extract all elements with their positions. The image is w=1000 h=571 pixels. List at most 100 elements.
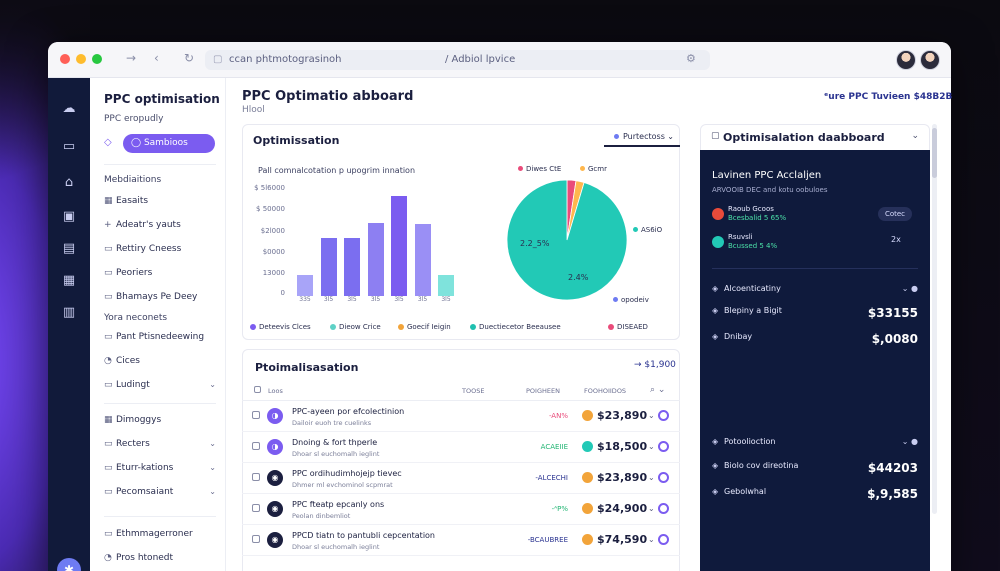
nav-active-item[interactable]: ◯ Sambioos (123, 134, 215, 153)
nav-item-icon: ▭ (104, 463, 113, 473)
account-action-button[interactable]: Cotec (878, 207, 912, 221)
briefcase-icon[interactable]: ▣ (62, 209, 76, 224)
settings-icon[interactable]: ✱ (57, 558, 81, 571)
nav-item-label: Rettiry Cneess (116, 244, 182, 254)
summary-value: $33155 (867, 306, 918, 320)
x-tick-label: 3l5 (394, 296, 404, 303)
nav-item[interactable]: ▭ Pant Ptisnedeewing (104, 332, 216, 342)
legend-item[interactable]: Deteevis Clces (250, 323, 311, 331)
table-row[interactable]: ◑ Dnoing & fort thperle Dhoar sl euchomalh… (242, 432, 680, 463)
chevron-down-icon[interactable]: ⌄ (648, 411, 655, 420)
summary-label: Gebolwhal (724, 487, 767, 496)
nav-item[interactable]: ▦ Dimoggys (104, 415, 216, 425)
table-row[interactable]: ◉ PPC ordihudimhojejp tievec Dhmer ml evch… (242, 463, 680, 494)
grid-icon[interactable]: ▤ (62, 241, 76, 256)
summary-label: Blepiny a Bigit (724, 306, 782, 315)
nav-item[interactable]: ▭ Bhamays Pe Deey (104, 292, 216, 302)
forward-icon[interactable]: → (126, 51, 137, 65)
nav-item[interactable]: ▭ Peoriers (104, 268, 216, 278)
nav-item-label: Adeatr's yauts (116, 220, 181, 230)
legend-label: Deteevis Clces (259, 323, 311, 331)
row-name: PPC-ayeen por efcolectinion (292, 407, 405, 416)
nav-item[interactable]: + Adeatr's yauts (104, 220, 216, 230)
nav-item[interactable]: ▭ Recters ⌄ (104, 439, 216, 449)
pie-slice-label-text: AS6iO (641, 226, 663, 234)
nav-item[interactable]: ▭ Ludingt ⌄ (104, 380, 216, 390)
row-status: -ᴬP% (551, 505, 568, 513)
summary-icon: ◈ (712, 332, 719, 341)
row-checkbox[interactable] (252, 411, 260, 419)
calendar-icon[interactable]: ▦ (62, 273, 76, 288)
nav-item[interactable]: ◔ Cices (104, 356, 216, 366)
reload-icon[interactable]: ↻ (184, 51, 195, 65)
scrollbar-thumb[interactable] (932, 128, 937, 178)
filter-dropdown[interactable]: Purtectoss ⌄ (604, 127, 680, 147)
table-row[interactable]: ◉ PPCD tiatn to pantubli cepcentation Dhoa… (242, 525, 680, 556)
summary-row[interactable]: ◈ Potoolioction ⌄ ● (712, 437, 918, 446)
row-checkbox[interactable] (252, 473, 260, 481)
coin-icon (582, 534, 593, 545)
y-tick-label: $ 5l6000 (254, 184, 285, 192)
search-icon[interactable]: ⌕ ⌄ (650, 385, 666, 395)
bar[interactable] (367, 222, 384, 296)
cloud-icon[interactable]: ☁ (62, 101, 76, 116)
account-item[interactable]: Rsuvsli Bcussed 5 4% (712, 233, 777, 251)
minimize-window-button[interactable] (76, 54, 86, 64)
summary-row[interactable]: ◈ Alcoenticatiny ⌄ ● (712, 284, 918, 293)
summary-row[interactable]: ◈ Blepiny a Bigit $33155 (712, 306, 918, 320)
table-row[interactable]: ◉ PPC fteatp epcanly ons Peolan dinbemliot… (242, 494, 680, 525)
back-icon[interactable]: ‹ (154, 51, 159, 65)
chevron-down-icon[interactable]: ⌄ (648, 442, 655, 451)
url-bar[interactable]: ▢ ccan phtmotograsinoh / Adbiol lpvice (205, 50, 710, 70)
summary-row[interactable]: ◈ Dnibay $,0080 (712, 332, 918, 346)
chart-subtitle: Pall comnalcotation p upogrim innation (258, 166, 416, 175)
chevron-down-icon[interactable]: ⌄ (648, 473, 655, 482)
bar[interactable] (320, 237, 337, 296)
nav-item[interactable]: ▭ Eturr-kations ⌄ (104, 463, 216, 473)
nav-item[interactable]: ◔ Pros htonedt (104, 553, 216, 563)
legend-item[interactable]: DISEAED (608, 323, 648, 331)
nav-item[interactable]: ▦ Easaits (104, 196, 216, 206)
row-status: -BCAUBREE (527, 536, 568, 544)
account-sub: Bcesbalid 5 65% (728, 214, 787, 222)
row-checkbox[interactable] (252, 442, 260, 450)
bar[interactable] (344, 237, 360, 296)
account-item[interactable]: Raoub Gcoos Bcesbalid 5 65% (712, 205, 786, 223)
legend-item[interactable]: Duectiecetor Beeausee (470, 323, 561, 331)
chevron-down-icon[interactable]: ⌄ (648, 504, 655, 513)
close-window-button[interactable] (60, 54, 70, 64)
pie-slice[interactable] (506, 179, 628, 301)
bar[interactable] (438, 275, 454, 296)
chevron-down-icon[interactable]: ⌄ (648, 535, 655, 544)
scrollbar-track[interactable] (932, 124, 937, 514)
nav-item[interactable]: ▭ Rettiry Cneess (104, 244, 216, 254)
summary-row[interactable]: ◈ Gebolwhal $,9,585 (712, 487, 918, 501)
legend-item[interactable]: Dieow Crice (330, 323, 381, 331)
row-checkbox[interactable] (252, 504, 260, 512)
nav-item[interactable]: ▭ Pecomsaiant ⌄ (104, 487, 216, 497)
legend-item[interactable]: Goecif Ieigin (398, 323, 451, 331)
chevron-down-icon[interactable]: ⌄ (911, 131, 919, 141)
summary-chevron: ⌄ ● (901, 284, 918, 293)
bar[interactable] (391, 196, 407, 296)
x-tick-label: 335 (299, 296, 311, 303)
summary-row[interactable]: ◈ Biolo cov direotina $44203 (712, 461, 918, 475)
bar[interactable] (297, 275, 313, 296)
y-tick-label: 0 (280, 289, 285, 297)
wallet-icon[interactable]: ▥ (62, 305, 76, 320)
row-amount: $23,890 (597, 409, 648, 422)
avatar-secondary[interactable] (920, 50, 940, 70)
card-icon[interactable]: ▭ (62, 139, 76, 154)
avatar[interactable] (896, 50, 916, 70)
select-all-checkbox[interactable] (254, 386, 261, 393)
home-icon[interactable]: ⌂ (64, 175, 74, 190)
table-row[interactable]: ◑ PPC-ayeen por efcolectinion Dailoir euoh… (242, 401, 680, 432)
extension-icon[interactable]: ⚙ (686, 52, 696, 65)
row-name: PPCD tiatn to pantubli cepcentation (292, 531, 435, 540)
x-tick-label: 3l5 (323, 296, 334, 303)
row-amount: $18,500 (597, 440, 648, 453)
row-checkbox[interactable] (252, 535, 260, 543)
bar[interactable] (414, 224, 431, 296)
nav-item[interactable]: ▭ Ethmmagerroner (104, 529, 216, 539)
maximize-window-button[interactable] (92, 54, 102, 64)
